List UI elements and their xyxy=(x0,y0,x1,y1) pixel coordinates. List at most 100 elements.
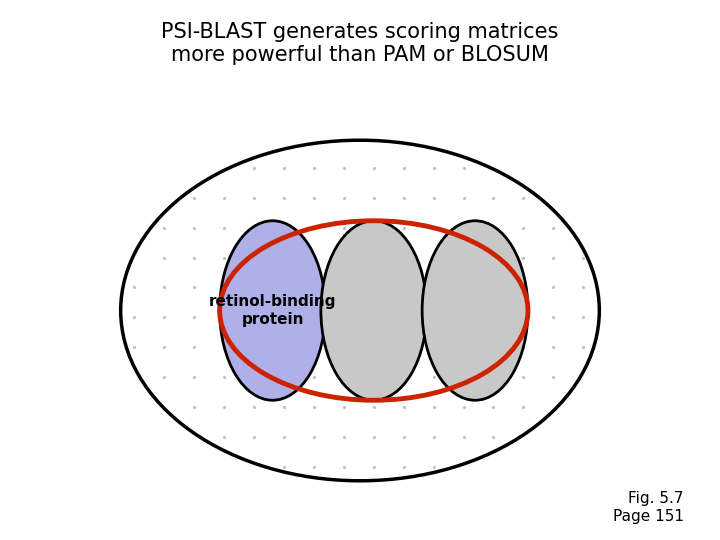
Point xyxy=(547,224,559,232)
Point xyxy=(248,224,260,232)
Point xyxy=(338,403,350,411)
Point xyxy=(458,403,469,411)
Point xyxy=(458,433,469,441)
Point xyxy=(518,313,529,322)
Point xyxy=(428,463,439,471)
Point xyxy=(158,253,170,262)
Point xyxy=(248,343,260,352)
Ellipse shape xyxy=(220,221,325,400)
Point xyxy=(547,343,559,352)
Point xyxy=(308,313,320,322)
Point xyxy=(458,343,469,352)
Point xyxy=(458,373,469,382)
Point xyxy=(518,193,529,202)
Point xyxy=(158,313,170,322)
Point xyxy=(338,193,350,202)
Point xyxy=(308,164,320,172)
Point xyxy=(189,224,200,232)
Point xyxy=(279,313,290,322)
Point xyxy=(398,164,410,172)
Point xyxy=(308,403,320,411)
Point xyxy=(458,193,469,202)
Point xyxy=(428,343,439,352)
Point xyxy=(279,463,290,471)
Point xyxy=(279,193,290,202)
Point xyxy=(338,433,350,441)
Point xyxy=(218,403,230,411)
Point xyxy=(547,313,559,322)
Point xyxy=(218,224,230,232)
Point xyxy=(577,313,589,322)
Point xyxy=(368,193,379,202)
Point xyxy=(458,253,469,262)
Point xyxy=(487,224,499,232)
Point xyxy=(338,283,350,292)
Point xyxy=(248,373,260,382)
Point xyxy=(308,253,320,262)
Point xyxy=(189,343,200,352)
Point xyxy=(218,253,230,262)
Point xyxy=(218,343,230,352)
Point xyxy=(458,313,469,322)
Point xyxy=(158,343,170,352)
Point xyxy=(218,373,230,382)
Text: Fig. 5.7
Page 151: Fig. 5.7 Page 151 xyxy=(613,491,684,524)
Point xyxy=(308,373,320,382)
Point xyxy=(398,253,410,262)
Ellipse shape xyxy=(422,221,528,400)
Point xyxy=(487,283,499,292)
Point xyxy=(398,433,410,441)
Point xyxy=(279,343,290,352)
Point xyxy=(189,253,200,262)
Point xyxy=(308,433,320,441)
Point xyxy=(518,343,529,352)
Point xyxy=(428,283,439,292)
Point xyxy=(129,313,140,322)
Point xyxy=(158,373,170,382)
Point xyxy=(368,253,379,262)
Point xyxy=(577,253,589,262)
Point xyxy=(428,433,439,441)
Point xyxy=(338,313,350,322)
Point xyxy=(487,373,499,382)
Text: retinol-binding
protein: retinol-binding protein xyxy=(209,294,336,327)
Point xyxy=(189,313,200,322)
Point xyxy=(547,253,559,262)
Point xyxy=(368,164,379,172)
Point xyxy=(248,193,260,202)
Point xyxy=(218,283,230,292)
Point xyxy=(308,193,320,202)
Point xyxy=(279,433,290,441)
Point xyxy=(547,373,559,382)
Point xyxy=(368,433,379,441)
Point xyxy=(428,224,439,232)
Point xyxy=(428,164,439,172)
Point xyxy=(218,313,230,322)
Point xyxy=(398,224,410,232)
Point xyxy=(189,193,200,202)
Point xyxy=(248,313,260,322)
Text: PSI-BLAST generates scoring matrices
more powerful than PAM or BLOSUM: PSI-BLAST generates scoring matrices mor… xyxy=(161,22,559,65)
Point xyxy=(518,403,529,411)
Point xyxy=(279,283,290,292)
Point xyxy=(368,343,379,352)
Point xyxy=(577,283,589,292)
Point xyxy=(248,403,260,411)
Point xyxy=(458,283,469,292)
Point xyxy=(487,343,499,352)
Point xyxy=(218,193,230,202)
Point xyxy=(248,433,260,441)
Point xyxy=(218,433,230,441)
Point xyxy=(487,313,499,322)
Point xyxy=(398,193,410,202)
Point xyxy=(279,224,290,232)
Point xyxy=(338,164,350,172)
Point xyxy=(518,253,529,262)
Point xyxy=(428,313,439,322)
Point xyxy=(368,283,379,292)
Point xyxy=(487,403,499,411)
Point xyxy=(129,343,140,352)
Point xyxy=(577,343,589,352)
Point xyxy=(248,164,260,172)
Point xyxy=(398,373,410,382)
